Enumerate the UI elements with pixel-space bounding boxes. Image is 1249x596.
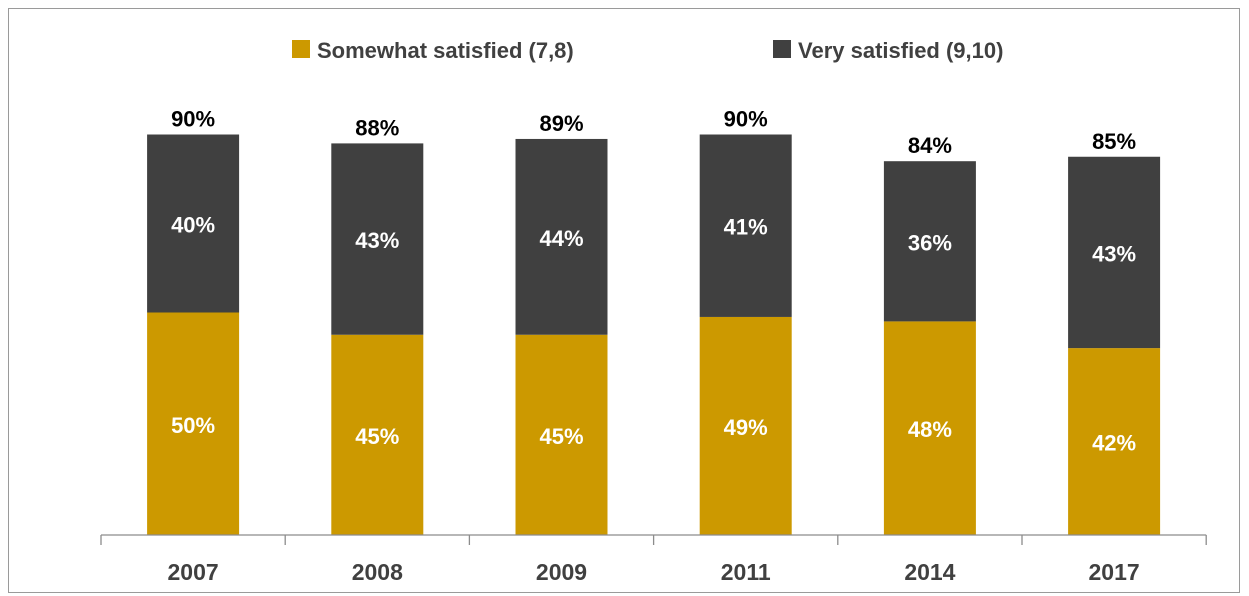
bar-segment-somewhat-satisfied: [1068, 348, 1161, 535]
legend-label: Somewhat satisfied (7,8): [317, 38, 574, 63]
x-tick-label: 2014: [904, 559, 955, 585]
data-label: 45%: [539, 424, 583, 449]
data-label: 48%: [908, 417, 952, 442]
total-label: 90%: [724, 107, 768, 132]
bar-segment-very-satisfied: [883, 161, 976, 322]
legend-item-very-satisfied: Very satisfied (9,10): [773, 38, 1003, 63]
bar-segment-very-satisfied: [331, 143, 424, 335]
chart-legend: Somewhat satisfied (7,8) Very satisfied (…: [292, 38, 1003, 63]
total-label: 84%: [908, 133, 952, 158]
data-label: 41%: [724, 215, 768, 240]
x-tick-label: 2011: [721, 559, 771, 585]
total-label: 88%: [355, 115, 399, 140]
data-label: 50%: [171, 413, 215, 438]
bar-segment-somewhat-satisfied: [515, 334, 608, 535]
x-tick-label: 2017: [1089, 559, 1140, 585]
bar-segment-somewhat-satisfied: [147, 312, 240, 535]
legend-item-somewhat-satisfied: Somewhat satisfied (7,8): [292, 38, 574, 63]
data-label: 42%: [1092, 431, 1136, 456]
data-label: 43%: [1092, 241, 1136, 266]
data-label: 45%: [355, 424, 399, 449]
x-axis: 2007 2008 2009 2011 2014 2017: [100, 534, 1207, 585]
data-label: 40%: [171, 213, 215, 238]
bar-segment-very-satisfied: [147, 134, 240, 313]
total-label: 89%: [539, 111, 583, 136]
legend-label: Very satisfied (9,10): [798, 38, 1003, 63]
x-tick-label: 2007: [168, 559, 219, 585]
bar-segment-very-satisfied: [515, 138, 608, 335]
data-label: 44%: [539, 226, 583, 251]
x-tick-label: 2009: [536, 559, 587, 585]
legend-swatch: [292, 40, 310, 58]
bar-segment-somewhat-satisfied: [331, 334, 424, 535]
x-tick-label: 2008: [352, 559, 403, 585]
bar-segment-very-satisfied: [1068, 156, 1161, 349]
bars-group: 50% 40% 90% 45% 43% 88% 45% 44% 89% 49% 41% 90% 48% 3…: [147, 107, 1161, 535]
bar-segment-very-satisfied: [699, 134, 792, 317]
data-label: 49%: [724, 415, 768, 440]
bar-segment-somewhat-satisfied: [883, 321, 976, 535]
total-label: 85%: [1092, 129, 1136, 154]
bar-segment-somewhat-satisfied: [699, 316, 792, 535]
data-label: 36%: [908, 230, 952, 255]
data-label: 43%: [355, 228, 399, 253]
total-label: 90%: [171, 107, 215, 132]
legend-swatch: [773, 40, 791, 58]
